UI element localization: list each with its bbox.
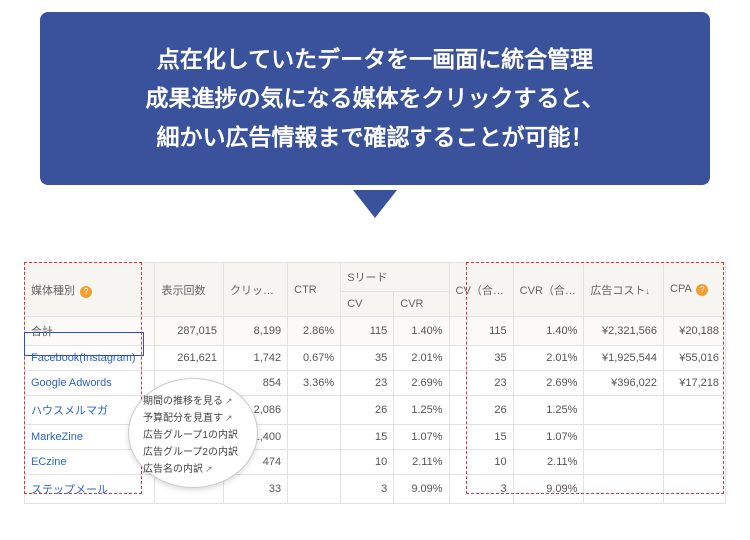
col-slead-cvr[interactable]: CVR [394,292,449,317]
cell-cv-total: 23 [449,371,513,396]
cell-ctr [288,396,341,425]
table-row[interactable]: ECzine474102.11%102.11% [25,450,726,475]
cell-slead-cv: 115 [341,317,394,346]
cell-ad-cost [584,396,664,425]
popover-item[interactable]: 広告グループ1の内訳 [143,427,247,444]
cell-ctr [288,475,341,504]
col-ad-cost[interactable]: 広告コスト↓ [584,263,664,317]
cell-cvr-total: 1.07% [513,425,584,450]
banner-line-3: 細かい広告情報まで確認することが可能！ [70,118,680,157]
col-slead-group[interactable]: Sリード [341,263,449,292]
cell-ctr: 2.86% [288,317,341,346]
banner-line-1: 点在化していたデータを一画面に統合管理 [70,40,680,79]
external-link-icon: ↗ [225,394,233,409]
cell-cpa: ¥55,016 [664,346,726,371]
cell-slead-cvr: 1.07% [394,425,449,450]
table-row[interactable]: Facebook(Instagram)261,6211,7420.67%352.… [25,346,726,371]
cell-cv-total: 10 [449,450,513,475]
cell-clicks: 1,742 [224,346,288,371]
cell-media-name[interactable]: Facebook(Instagram) [25,346,155,371]
cell-ctr [288,450,341,475]
col-media-label: 媒体種別 [31,285,75,297]
cell-cvr-total: 1.40% [513,317,584,346]
cell-ad-cost: ¥396,022 [584,371,664,396]
cell-ad-cost: ¥2,321,566 [584,317,664,346]
cell-slead-cvr: 1.40% [394,317,449,346]
popover-item[interactable]: 期間の推移を見る↗ [143,393,247,410]
external-link-icon: ↗ [205,462,213,477]
sort-down-icon: ↓ [645,286,650,296]
cell-cpa [664,475,726,504]
help-icon[interactable]: ? [696,284,708,296]
cell-ctr: 0.67% [288,346,341,371]
cell-ctr: 3.36% [288,371,341,396]
cell-cvr-total: 2.69% [513,371,584,396]
data-table-region: 媒体種別 ? 表示回数 クリック数 CTR Sリード CV（合計） CVR（合計… [24,262,726,516]
cell-slead-cv: 23 [341,371,394,396]
cell-clicks: 33 [224,475,288,504]
cell-impressions: 287,015 [155,317,224,346]
context-popover[interactable]: 期間の推移を見る↗予算配分を見直す↗広告グループ1の内訳広告グループ2の内訳広告… [128,378,258,488]
cell-cv-total: 15 [449,425,513,450]
col-cvr-total[interactable]: CVR（合計） [513,263,584,317]
col-ad-cost-label: 広告コスト [590,285,645,297]
cell-cv-total: 35 [449,346,513,371]
cell-slead-cv: 35 [341,346,394,371]
table-row: 合計287,0158,1992.86%1151.40%1151.40%¥2,32… [25,317,726,346]
cell-cv-total: 115 [449,317,513,346]
col-cpa[interactable]: CPA ? [664,263,726,317]
banner-pointer-icon [353,190,397,218]
cell-impressions: 261,621 [155,346,224,371]
cell-slead-cvr: 1.25% [394,396,449,425]
cell-cvr-total: 9.09% [513,475,584,504]
col-clicks[interactable]: クリック数 [224,263,288,317]
col-slead-cv[interactable]: CV [341,292,394,317]
cell-media-name[interactable]: Google Adwords [25,371,155,396]
cell-media-name: 合計 [25,317,155,346]
cell-cvr-total: 2.11% [513,450,584,475]
cell-cpa [664,425,726,450]
cell-slead-cvr: 2.11% [394,450,449,475]
cell-cv-total: 26 [449,396,513,425]
cell-clicks: 8,199 [224,317,288,346]
cell-cv-total: 3 [449,475,513,504]
col-cpa-label: CPA [670,283,691,295]
cell-cvr-total: 2.01% [513,346,584,371]
cell-ad-cost [584,425,664,450]
cell-media-name[interactable]: ステップメール [25,475,155,504]
col-media[interactable]: 媒体種別 ? [25,263,155,317]
cell-slead-cvr: 9.09% [394,475,449,504]
col-impressions[interactable]: 表示回数 [155,263,224,317]
external-link-icon: ↗ [225,411,233,426]
media-table: 媒体種別 ? 表示回数 クリック数 CTR Sリード CV（合計） CVR（合計… [24,262,726,504]
cell-slead-cvr: 2.69% [394,371,449,396]
col-cv-total[interactable]: CV（合計） [449,263,513,317]
cell-slead-cv: 3 [341,475,394,504]
table-row[interactable]: ステップメール3339.09%39.09% [25,475,726,504]
cell-cpa: ¥20,188 [664,317,726,346]
popover-item[interactable]: 予算配分を見直す↗ [143,410,247,427]
cell-ad-cost: ¥1,925,544 [584,346,664,371]
col-ctr[interactable]: CTR [288,263,341,317]
cell-ctr [288,425,341,450]
cell-cpa [664,396,726,425]
cell-cpa [664,450,726,475]
cell-cvr-total: 1.25% [513,396,584,425]
table-row[interactable]: Google Adwords8543.36%232.69%232.69%¥396… [25,371,726,396]
cell-slead-cv: 15 [341,425,394,450]
popover-item[interactable]: 広告グループ2の内訳 [143,444,247,461]
cell-slead-cv: 10 [341,450,394,475]
cell-slead-cv: 26 [341,396,394,425]
promo-banner: 点在化していたデータを一画面に統合管理 成果進捗の気になる媒体をクリックすると、… [40,12,710,185]
help-icon[interactable]: ? [80,286,92,298]
banner-line-2: 成果進捗の気になる媒体をクリックすると、 [70,79,680,118]
cell-ad-cost [584,450,664,475]
popover-item[interactable]: 広告名の内訳↗ [143,461,247,478]
cell-slead-cvr: 2.01% [394,346,449,371]
cell-ad-cost [584,475,664,504]
cell-cpa: ¥17,218 [664,371,726,396]
